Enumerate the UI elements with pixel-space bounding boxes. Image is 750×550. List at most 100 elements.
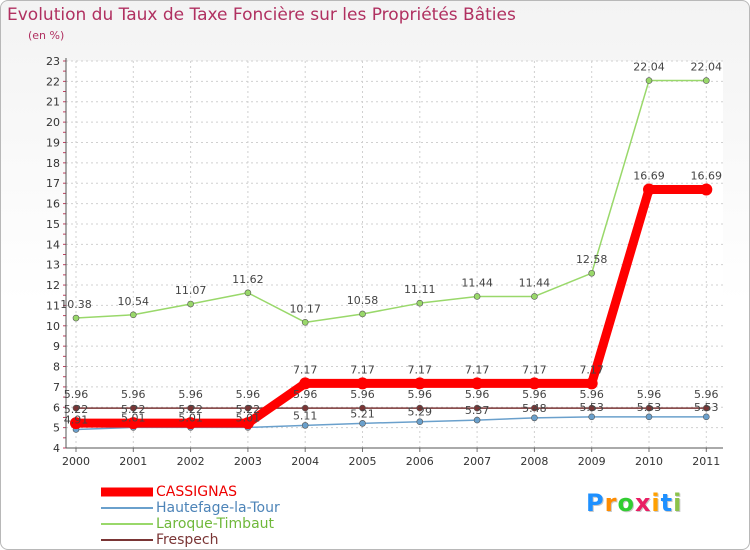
data-point-laroque-timbaut (187, 300, 194, 308)
y-tick-label: 14 (46, 238, 60, 251)
data-point-frespech (645, 404, 653, 412)
data-point-frespech (531, 404, 538, 412)
data-label-cassignas: 5.22 (64, 403, 89, 416)
y-tick-label: 22 (46, 75, 60, 88)
data-label-cassignas: 16.69 (633, 170, 665, 183)
data-point-hautefage-la-tour (531, 414, 538, 422)
axis-layer: 4 5 6 7 8 9 10 11 12 13 14 15 16 17 18 19 20 21 22 23 2000 20… (46, 55, 723, 468)
logo-letter: x (634, 489, 652, 517)
y-tick-label: 13 (46, 259, 60, 272)
data-label-frespech: 5.96 (121, 388, 146, 401)
data-point-hautefage-la-tour (301, 422, 309, 429)
data-point-hautefage-la-tour (702, 413, 710, 421)
data-point-frespech (244, 404, 252, 412)
data-label-hautefage-la-tour: 5.01 (236, 411, 261, 424)
y-tick-label: 23 (46, 55, 60, 68)
logo-letter: i (673, 489, 683, 517)
data-point-frespech (187, 404, 194, 412)
y-tick-label: 10 (46, 320, 60, 333)
data-point-laroque-timbaut (531, 293, 538, 300)
data-point-cassignas (413, 377, 426, 390)
data-label-cassignas: 5.22 (121, 403, 146, 416)
data-label-laroque-timbaut: 10.54 (118, 295, 150, 308)
data-point-cassignas (356, 377, 369, 390)
data-point-laroque-timbaut (72, 314, 80, 322)
x-tick-label: 2009 (578, 455, 606, 468)
x-tick-label: 2011 (692, 455, 720, 468)
data-label-cassignas: 7.17 (579, 363, 604, 376)
legend-swatch (101, 523, 153, 525)
data-label-frespech: 5.96 (637, 388, 662, 401)
data-label-frespech: 5.96 (293, 388, 318, 401)
data-point-hautefage-la-tour (473, 416, 481, 424)
data-point-laroque-timbaut (130, 311, 137, 319)
logo-letter: r (604, 489, 618, 517)
y-tick-label: 11 (46, 299, 60, 312)
y-tick-label: 4 (53, 442, 60, 455)
data-point-laroque-timbaut (473, 293, 481, 300)
data-label-hautefage-la-tour: 5.01 (121, 411, 146, 424)
data-point-frespech (702, 404, 710, 412)
data-label-frespech: 5.96 (236, 388, 261, 401)
data-point-hautefage-la-tour (645, 413, 653, 421)
data-point-frespech (130, 404, 137, 412)
x-tick-label: 2006 (406, 455, 434, 468)
data-label-cassignas: 5.22 (236, 403, 261, 416)
data-point-laroque-timbaut (588, 269, 596, 277)
data-label-frespech: 5.96 (408, 388, 433, 401)
x-tick-label: 2001 (119, 455, 147, 468)
data-point-frespech (72, 404, 80, 412)
data-label-frespech: 5.96 (522, 388, 547, 401)
data-point-laroque-timbaut (645, 77, 653, 84)
data-point-frespech (359, 404, 366, 412)
data-point-hautefage-la-tour (359, 420, 366, 427)
logo-letter: i (651, 489, 661, 517)
y-tick-label: 12 (46, 279, 60, 292)
data-label-hautefage-la-tour: 5.53 (694, 401, 719, 414)
y-tick-label: 7 (53, 381, 60, 394)
data-label-laroque-timbaut: 12.58 (576, 253, 608, 266)
data-point-hautefage-la-tour (588, 413, 596, 421)
x-tick-label: 2002 (177, 455, 205, 468)
y-tick-label: 5 (53, 422, 60, 435)
data-label-hautefage-la-tour: 5.21 (350, 407, 375, 420)
x-tick-label: 2003 (234, 455, 262, 468)
data-label-hautefage-la-tour: 5.29 (408, 406, 433, 419)
data-point-laroque-timbaut (416, 299, 424, 307)
legend-label: CASSIGNAS (156, 484, 238, 500)
data-label-cassignas: 7.17 (350, 363, 375, 376)
y-tick-label: 19 (46, 136, 60, 149)
data-label-frespech: 5.96 (694, 388, 719, 401)
x-tick-label: 2005 (349, 455, 377, 468)
y-tick-label: 18 (46, 157, 60, 170)
legend-label: Frespech (156, 532, 219, 548)
series-line-laroque-timbaut (75, 79, 707, 324)
logo-letter: t (660, 489, 674, 517)
data-label-frespech: 5.96 (178, 388, 203, 401)
x-tick-label: 2008 (520, 455, 548, 468)
y-tick-label: 16 (46, 198, 60, 211)
y-tick-label: 17 (46, 177, 60, 190)
data-point-laroque-timbaut (702, 77, 710, 84)
data-label-laroque-timbaut: 11.11 (404, 283, 436, 296)
plot-area (66, 61, 723, 448)
data-point-frespech (473, 404, 481, 412)
data-label-hautefage-la-tour: 4.91 (64, 413, 89, 426)
data-label-laroque-timbaut: 11.44 (461, 276, 493, 289)
data-point-laroque-timbaut (301, 319, 309, 326)
legend-swatch (101, 507, 153, 509)
y-tick-label: 20 (46, 116, 60, 129)
data-label-laroque-timbaut: 10.17 (289, 302, 321, 315)
data-point-cassignas (70, 417, 82, 430)
data-label-hautefage-la-tour: 5.01 (178, 411, 203, 424)
data-point-cassignas (471, 377, 484, 390)
series-layer (70, 77, 713, 433)
data-point-cassignas (299, 377, 312, 390)
logo-letter: o (617, 489, 635, 517)
y-tick-label: 8 (53, 361, 60, 374)
data-label-cassignas: 7.17 (293, 363, 318, 376)
data-label-laroque-timbaut: 22.04 (691, 61, 723, 74)
data-point-hautefage-la-tour (416, 418, 424, 426)
data-label-cassignas: 7.17 (408, 363, 433, 376)
data-label-hautefage-la-tour: 5.48 (522, 402, 547, 415)
